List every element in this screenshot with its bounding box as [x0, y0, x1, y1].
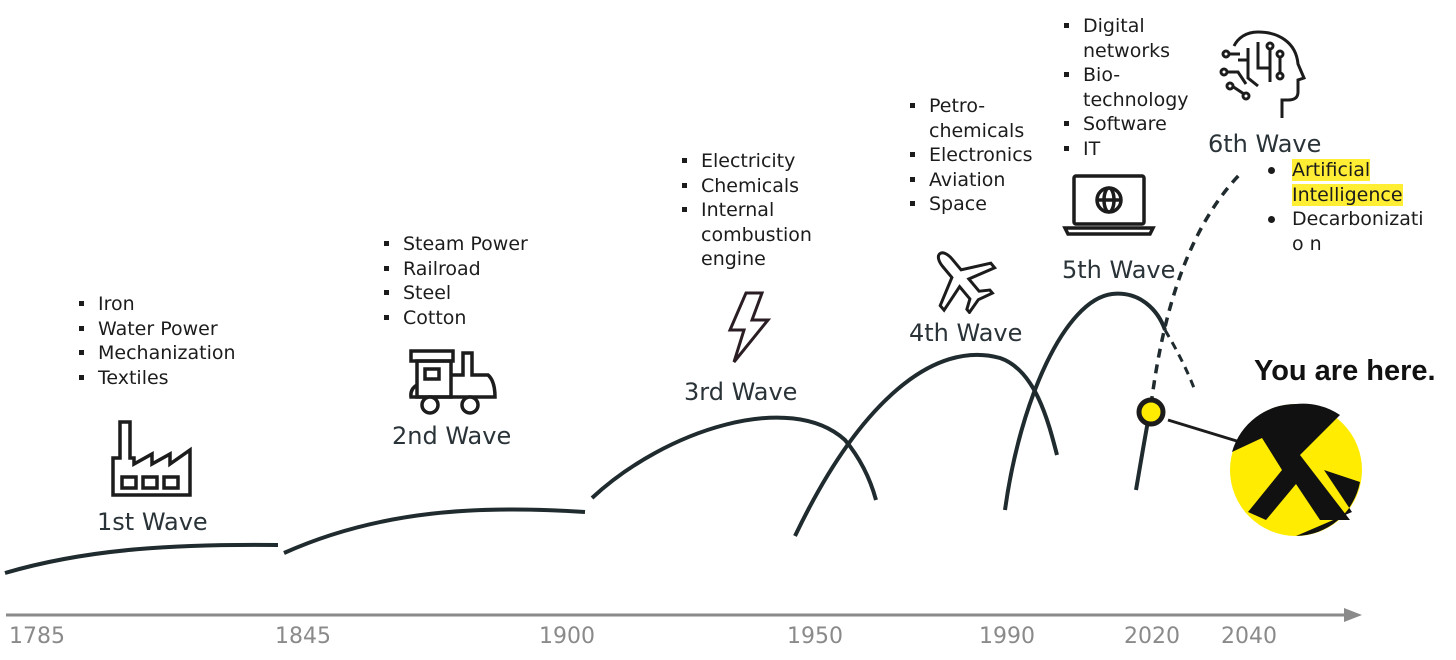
laptop-globe-icon [1062, 174, 1156, 236]
train-icon [409, 349, 497, 415]
highlighted-item: Artificial Intelligence [1292, 159, 1403, 206]
wave-6-dashed-curve [1149, 170, 1244, 406]
list-item: Bio-technology [1064, 63, 1194, 112]
wave-3-items: Electricity Chemicals Internal combustio… [682, 149, 822, 272]
list-item: Internal combustion engine [682, 198, 822, 272]
list-item: Textiles [79, 366, 279, 391]
list-item: Steel [384, 281, 584, 306]
wave-5-title: 5th Wave [1062, 256, 1176, 284]
timeline-axis [6, 608, 1362, 622]
lightning-icon [727, 291, 772, 363]
wave-6-title: 6th Wave [1208, 130, 1322, 158]
year-label: 1950 [787, 624, 843, 649]
wave-2-title: 2nd Wave [392, 422, 512, 450]
you-are-here-label: You are here. [1254, 355, 1436, 387]
list-item: Electronics [910, 143, 1050, 168]
list-item: Water Power [79, 317, 279, 342]
wave-1-title: 1st Wave [97, 508, 208, 536]
list-item: Cotton [384, 306, 584, 331]
year-label: 2020 [1124, 624, 1180, 649]
wave-4-curve [793, 352, 1059, 537]
list-item: Railroad [384, 257, 584, 282]
list-item: Decarbonizatio n [1266, 207, 1426, 256]
factory-icon [111, 420, 192, 497]
wave-5-curve [1003, 291, 1167, 511]
you-are-here-dot [1136, 397, 1166, 427]
brand-logo [1230, 403, 1362, 536]
ai-head-icon [1219, 30, 1307, 118]
wave-1-curve [4, 542, 279, 575]
list-item: Artificial Intelligence [1266, 158, 1426, 207]
list-item: Aviation [910, 168, 1050, 193]
wave-4-items: Petro-chemicals Electronics Aviation Spa… [910, 94, 1050, 217]
list-item: Digital networks [1064, 14, 1194, 63]
year-label: 1900 [539, 624, 595, 649]
wave-5-items: Digital networks Bio-technology Software… [1064, 14, 1194, 161]
marker-connector [1167, 418, 1241, 444]
year-label: 1845 [275, 624, 331, 649]
year-label: 1990 [979, 624, 1035, 649]
wave-2-items: Steam Power Railroad Steel Cotton [384, 232, 584, 330]
wave-4-title: 4th Wave [909, 319, 1023, 347]
list-item: Space [910, 192, 1050, 217]
list-item: Electricity [682, 149, 822, 174]
list-item: Iron [79, 292, 279, 317]
wave-6-items: Artificial Intelligence Decarbonizatio n [1266, 158, 1426, 256]
year-label: 2040 [1221, 624, 1277, 649]
wave-3-curve [590, 415, 878, 501]
list-item: Software [1064, 112, 1194, 137]
wave-5-dashed-tail [1163, 329, 1196, 389]
wave-2-curve [283, 507, 586, 555]
year-label: 1785 [9, 624, 65, 649]
list-item: Mechanization [79, 341, 279, 366]
list-item: IT [1064, 137, 1194, 162]
wave-1-items: Iron Water Power Mechanization Textiles [79, 292, 279, 390]
wave-3-title: 3rd Wave [684, 378, 798, 406]
list-item: Chemicals [682, 174, 822, 199]
list-item: Steam Power [384, 232, 584, 257]
airplane-icon [936, 251, 998, 314]
list-item: Petro-chemicals [910, 94, 1050, 143]
